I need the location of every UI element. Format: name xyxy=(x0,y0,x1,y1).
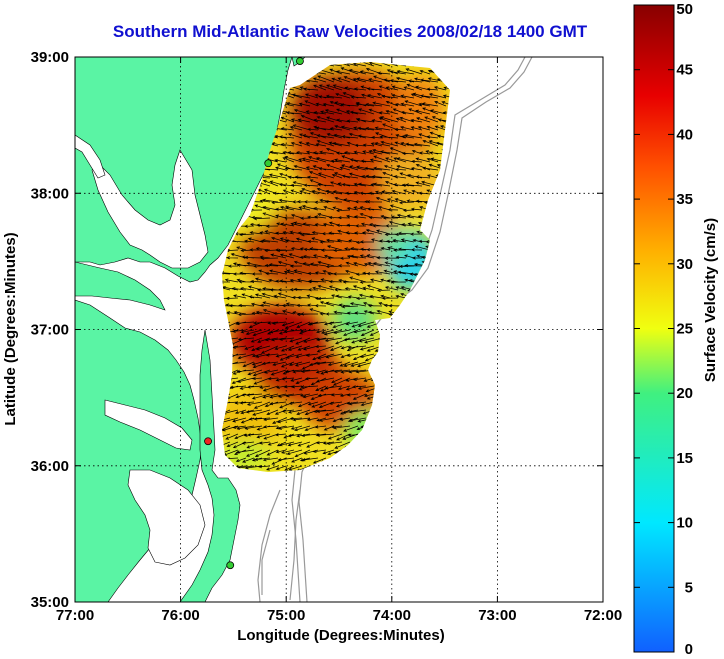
y-axis-ticks: 39:00 38:00 37:00 36:00 35:00 xyxy=(31,49,603,611)
x-tick-label: 76:00 xyxy=(161,607,199,624)
colorbar-tick-label: 45 xyxy=(676,62,693,79)
x-tick-label: 73:00 xyxy=(478,607,516,624)
x-axis-label: Longitude (Degrees:Minutes) xyxy=(237,627,445,644)
colorbar-tick-label: 15 xyxy=(676,450,693,467)
colorbar-tick-label: 20 xyxy=(676,385,693,402)
colorbar-tick-label: 30 xyxy=(676,256,693,273)
radar-sites xyxy=(204,57,304,570)
grid-lines xyxy=(75,57,603,602)
y-tick-label: 36:00 xyxy=(31,458,69,475)
potomac-river xyxy=(75,134,106,179)
x-tick-label: 72:00 xyxy=(584,607,622,624)
radar-site-marker xyxy=(264,159,273,168)
y-tick-label: 39:00 xyxy=(31,49,69,66)
albemarle-sound xyxy=(104,399,193,451)
colorbar-tick-label: 0 xyxy=(685,641,693,658)
chesapeake-bay xyxy=(91,149,209,269)
pamlico-sound xyxy=(127,469,206,566)
colorbar-label: Surface Velocity (cm/s) xyxy=(702,218,719,382)
colorbar-tick-label: 10 xyxy=(676,515,693,532)
colorbar-tick-label: 5 xyxy=(685,579,693,596)
colorbar-tick-label: 35 xyxy=(676,191,693,208)
y-tick-label: 35:00 xyxy=(31,594,69,611)
radar-site-marker xyxy=(204,437,212,446)
x-axis-ticks: 77:00 76:00 75:00 74:00 73:00 72:00 xyxy=(56,57,622,624)
velocity-field xyxy=(222,62,450,472)
colorbar-tick-label: 25 xyxy=(676,321,693,338)
radar-site-marker xyxy=(226,561,235,570)
colorbar-tick-label: 50 xyxy=(676,1,693,18)
colorbar-tick-label: 40 xyxy=(676,126,693,143)
y-tick-label: 37:00 xyxy=(31,322,69,339)
x-tick-label: 75:00 xyxy=(267,607,305,624)
y-tick-label: 38:00 xyxy=(31,185,69,202)
x-tick-label: 77:00 xyxy=(56,607,94,624)
colorbar xyxy=(633,4,675,653)
y-axis-label: Latitude (Degrees:Minutes) xyxy=(2,232,19,425)
eastern-shore xyxy=(75,261,166,311)
radar-site-marker xyxy=(296,57,304,65)
map-title: Southern Mid-Atlantic Raw Velocities 200… xyxy=(112,22,588,41)
x-tick-label: 74:00 xyxy=(373,607,411,624)
